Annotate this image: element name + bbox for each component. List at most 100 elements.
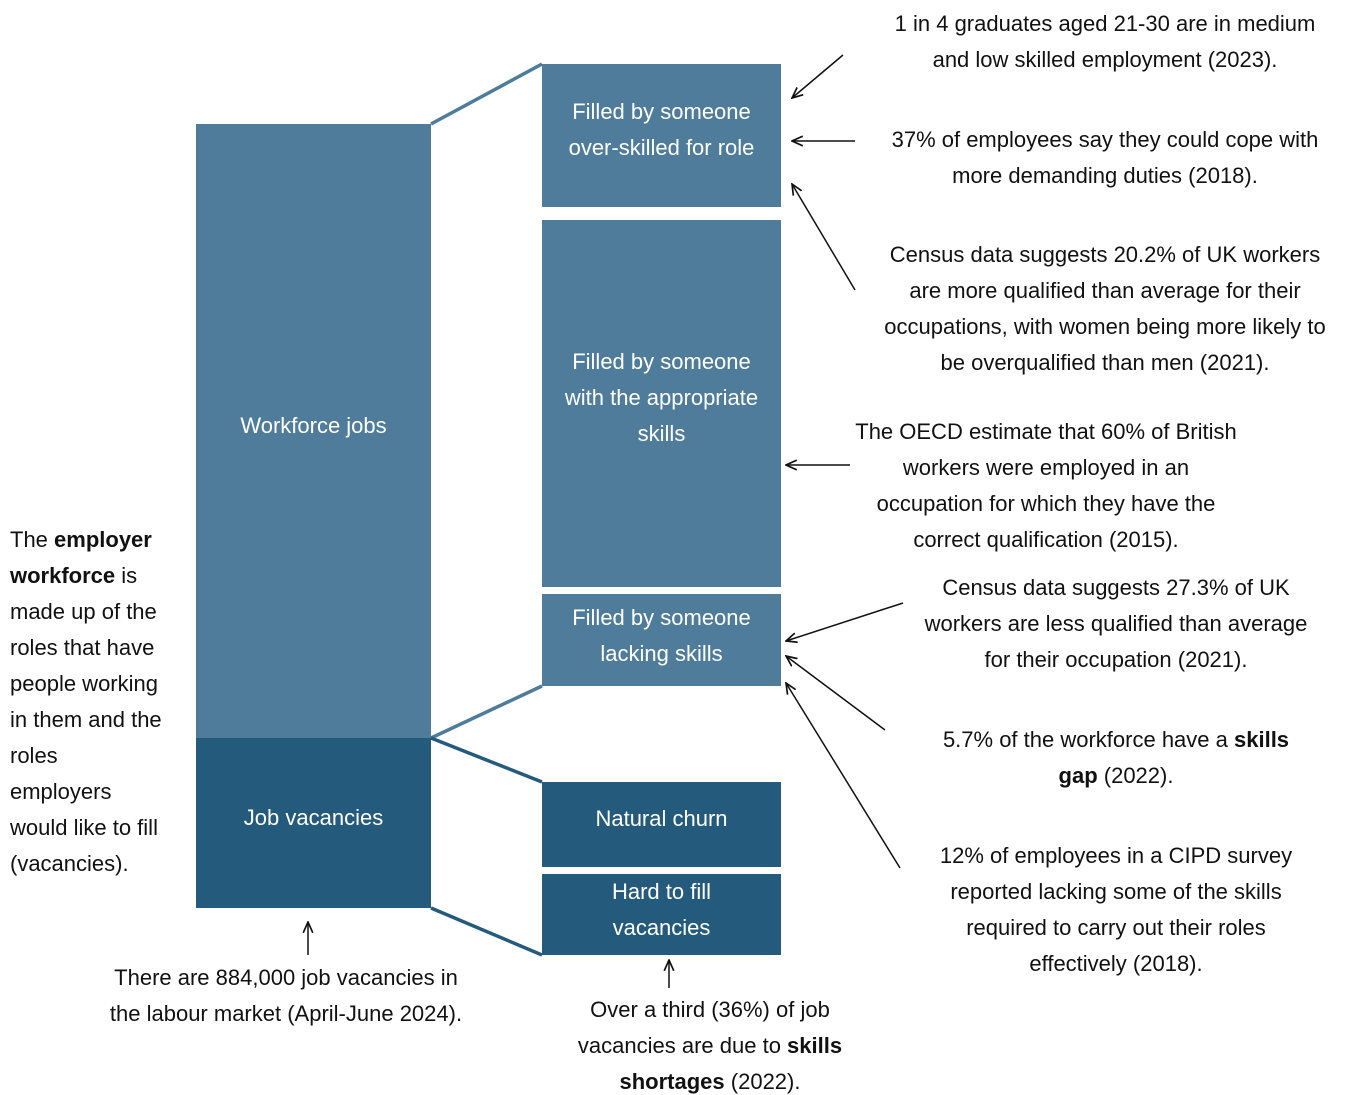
bold-text: skills: [1234, 727, 1289, 752]
text: Over a third (36%) of job: [590, 997, 830, 1022]
box: [196, 738, 431, 908]
annotation-line: roles that have: [10, 635, 154, 660]
annotation-line: Over a third (36%) of job: [590, 997, 830, 1022]
box: [542, 594, 781, 686]
annotation-line: for their occupation (2021).: [985, 647, 1248, 672]
annotation-line: Census data suggests 27.3% of UK: [942, 575, 1290, 600]
text: vacancies are due to: [578, 1033, 787, 1058]
text: employers: [10, 779, 111, 804]
text: more demanding duties (2018).: [952, 163, 1258, 188]
annotation-line: in them and the: [10, 707, 162, 732]
text: would like to fill: [9, 815, 158, 840]
annotation-line: 1 in 4 graduates aged 21-30 are in mediu…: [895, 11, 1316, 36]
annotation-line: workers are less qualified than average: [924, 611, 1308, 636]
annotation-line: would like to fill: [9, 815, 158, 840]
annotation-line: effectively (2018).: [1029, 951, 1202, 976]
text: (vacancies).: [10, 851, 129, 876]
bold-text: gap: [1059, 763, 1098, 788]
annotation-line: 12% of employees in a CIPD survey: [940, 843, 1292, 868]
text: 12% of employees in a CIPD survey: [940, 843, 1292, 868]
text: is: [115, 563, 137, 588]
bold-text: workforce: [9, 563, 115, 588]
annotation-line: (vacancies).: [10, 851, 129, 876]
text: correct qualification (2015).: [913, 527, 1178, 552]
arrow: [786, 656, 886, 731]
text: occupations, with women being more likel…: [884, 314, 1325, 339]
arrow: [786, 602, 904, 641]
box: [542, 220, 781, 587]
annotation-line: employers: [10, 779, 111, 804]
text: be overqualified than men (2021).: [941, 350, 1270, 375]
text: 5.7% of the workforce have a: [943, 727, 1234, 752]
box: [196, 124, 431, 738]
box: [542, 64, 781, 207]
annotation-line: workers were employed in an: [902, 455, 1189, 480]
annotation-line: There are 884,000 job vacancies in: [114, 965, 458, 990]
text: required to carry out their roles: [966, 915, 1266, 940]
box-label: skills: [638, 421, 686, 446]
text: (2022).: [1098, 763, 1174, 788]
text: Census data suggests 20.2% of UK workers: [890, 242, 1320, 267]
text: 37% of employees say they could cope wit…: [892, 127, 1319, 152]
box-label: Hard to fill: [612, 879, 711, 904]
connector: [430, 906, 543, 957]
annotation-line: The OECD estimate that 60% of British: [855, 419, 1237, 444]
annotation-line: be overqualified than men (2021).: [941, 350, 1270, 375]
connector: [430, 62, 543, 126]
text: the labour market (April-June 2024).: [110, 1001, 462, 1026]
text: Census data suggests 27.3% of UK: [942, 575, 1290, 600]
text: There are 884,000 job vacancies in: [114, 965, 458, 990]
text: roles that have: [10, 635, 154, 660]
arrow: [786, 683, 901, 869]
annotation-line: are more qualified than average for thei…: [909, 278, 1300, 303]
bold-text: skills: [787, 1033, 842, 1058]
annotation-line: occupation for which they have the: [877, 491, 1216, 516]
annotation-line: reported lacking some of the skills: [950, 879, 1281, 904]
annotation-line: Census data suggests 20.2% of UK workers: [890, 242, 1320, 267]
box-label: lacking skills: [600, 641, 722, 666]
annotation-line: gap (2022).: [1059, 763, 1174, 788]
arrow: [792, 54, 844, 98]
annotation-line: people working: [10, 671, 158, 696]
text: The OECD estimate that 60% of British: [855, 419, 1237, 444]
text: are more qualified than average for thei…: [909, 278, 1300, 303]
text: people working: [10, 671, 158, 696]
text: for their occupation (2021).: [985, 647, 1248, 672]
annotation-line: the labour market (April-June 2024).: [110, 1001, 462, 1026]
annotation-line: 37% of employees say they could cope wit…: [892, 127, 1319, 152]
connector: [430, 684, 543, 740]
annotation-line: workforce is: [9, 563, 137, 588]
annotation-line: required to carry out their roles: [966, 915, 1266, 940]
text: (2022).: [725, 1069, 801, 1094]
annotation-line: roles: [10, 743, 58, 768]
annotation-line: and low skilled employment (2023).: [933, 47, 1278, 72]
box-label: Job vacancies: [244, 805, 383, 830]
annotation-line: occupations, with women being more likel…: [884, 314, 1325, 339]
text: 1 in 4 graduates aged 21-30 are in mediu…: [895, 11, 1316, 36]
box: [542, 874, 781, 955]
annotation-line: The employer: [10, 527, 152, 552]
bold-text: employer: [54, 527, 152, 552]
text: reported lacking some of the skills: [950, 879, 1281, 904]
box-label: Natural churn: [595, 806, 727, 831]
connectors: [430, 62, 543, 957]
annotation-line: 5.7% of the workforce have a skills: [943, 727, 1289, 752]
text: The: [10, 527, 54, 552]
connector: [430, 736, 543, 784]
bold-text: shortages: [620, 1069, 725, 1094]
box-label: Filled by someone: [572, 605, 751, 630]
annotation-line: made up of the: [10, 599, 157, 624]
text: roles: [10, 743, 58, 768]
text: made up of the: [10, 599, 157, 624]
annotation-line: more demanding duties (2018).: [952, 163, 1258, 188]
box-label: Filled by someone: [572, 99, 751, 124]
annotation-line: correct qualification (2015).: [913, 527, 1178, 552]
arrow: [792, 184, 856, 291]
box: [542, 782, 781, 867]
text: workers are less qualified than average: [924, 611, 1308, 636]
box-label: over-skilled for role: [569, 135, 755, 160]
text: and low skilled employment (2023).: [933, 47, 1278, 72]
box-label: Workforce jobs: [240, 413, 386, 438]
text: in them and the: [10, 707, 162, 732]
box-label: Filled by someone: [572, 349, 751, 374]
